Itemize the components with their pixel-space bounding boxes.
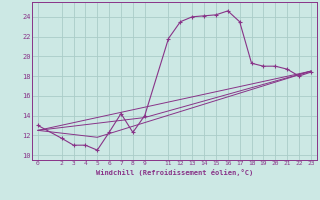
X-axis label: Windchill (Refroidissement éolien,°C): Windchill (Refroidissement éolien,°C) xyxy=(96,169,253,176)
